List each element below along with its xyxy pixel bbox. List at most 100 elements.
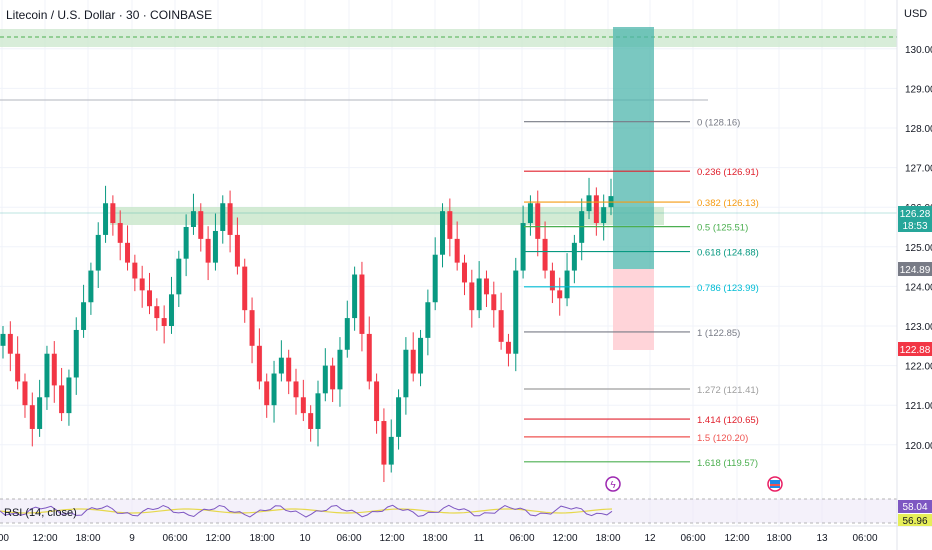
candle-body — [7, 333, 13, 354]
level-badge-b: 122.88 — [898, 342, 932, 356]
candlestick-series — [0, 177, 614, 483]
current-price-label: 126.28 — [900, 209, 931, 220]
candle-body — [359, 274, 365, 334]
candle-body — [476, 278, 482, 311]
time-tick-label: 10 — [299, 533, 311, 544]
candle-body — [557, 290, 563, 299]
candle-body — [264, 381, 270, 406]
candle-body — [103, 203, 109, 235]
candle-body — [271, 373, 277, 406]
time-tick-label: 06:00 — [336, 533, 361, 544]
candle-body — [176, 258, 182, 295]
symbol-title[interactable]: Litecoin / U.S. Dollar · 30 · COINBASE — [6, 8, 213, 22]
currency-label[interactable]: USD — [904, 8, 928, 20]
candle-body — [535, 203, 541, 239]
candle-body — [527, 203, 533, 224]
svg-text:122.88: 122.88 — [900, 345, 931, 356]
fib-level-label: 0.236 (126.91) — [697, 167, 759, 178]
candle-body — [440, 211, 446, 255]
candle-body — [95, 234, 101, 271]
time-tick-label: 06:00 — [680, 533, 705, 544]
candle-body — [513, 270, 519, 354]
time-tick-label: 06:00 — [162, 533, 187, 544]
candle-body — [242, 266, 248, 311]
fib-retracement[interactable]: 0 (128.16) 0.236 (126.91) 0.382 (126.13) 0.… — [524, 118, 759, 469]
candle-body — [322, 365, 328, 394]
candle-body — [330, 365, 336, 390]
candle-body — [396, 397, 402, 437]
candle-body — [227, 203, 233, 235]
candle-body — [300, 397, 306, 414]
candle-body — [183, 227, 189, 259]
candle-body — [454, 238, 460, 263]
fib-level-label: 1.414 (120.65) — [697, 415, 759, 426]
time-tick-label: 13 — [816, 533, 828, 544]
candle-body — [601, 207, 607, 224]
candle-body — [88, 270, 94, 303]
candle-body — [483, 278, 489, 295]
candle-body — [461, 262, 467, 283]
long-position-target — [613, 27, 654, 269]
candle-body — [81, 302, 87, 330]
candle-body — [256, 345, 262, 382]
svg-text:124.89: 124.89 — [900, 265, 931, 276]
rsi-indicator-label[interactable]: RSI (14, close) — [4, 507, 77, 519]
candle-body — [139, 278, 145, 291]
time-tick-label: 18:00 — [422, 533, 447, 544]
candle-body — [549, 270, 555, 291]
time-tick-label: 18:00 — [595, 533, 620, 544]
us-flag-event-icon[interactable] — [767, 476, 783, 492]
candle-body — [308, 413, 314, 429]
candle-body — [125, 242, 131, 263]
fib-level-label: 1 (122.85) — [697, 328, 740, 339]
candle-body — [505, 341, 511, 354]
rsi-line — [0, 504, 613, 518]
svg-text:ϟ: ϟ — [610, 480, 616, 491]
candle-body — [432, 254, 438, 303]
time-axis[interactable]: :00 12:00 18:00 9 06:00 12:00 18:00 10 06:00 12:0… — [0, 533, 878, 544]
resistance-zone-top — [0, 29, 897, 47]
current-price-badge: 126.28 18:53 — [898, 206, 932, 232]
chart-grid — [0, 0, 897, 526]
candle-body — [418, 337, 424, 374]
level-badge-a: 124.89 — [898, 262, 932, 276]
candle-body — [249, 310, 255, 346]
price-tick-label: 128.00 — [905, 124, 932, 135]
candle-body — [51, 353, 57, 386]
fib-level-label: 1.618 (119.57) — [697, 458, 758, 469]
price-tick-label: 120.00 — [905, 441, 932, 452]
price-tick-label: 125.00 — [905, 243, 932, 254]
countdown-label: 18:53 — [902, 221, 927, 232]
candle-body — [337, 349, 343, 390]
rsi-ma-badge: 56.96 — [898, 514, 932, 527]
lightning-event-icon[interactable]: ϟ — [605, 476, 621, 492]
fib-level-label: 0.5 (125.51) — [697, 223, 748, 234]
candle-body — [491, 294, 497, 311]
candle-body — [469, 282, 475, 311]
svg-text:58.04: 58.04 — [902, 502, 927, 513]
candle-body — [293, 381, 299, 398]
time-tick-label: 12 — [644, 533, 656, 544]
fib-level-label: 0.618 (124.88) — [697, 248, 759, 259]
candle-body — [205, 238, 211, 263]
candle-body — [0, 333, 6, 346]
candle-body — [73, 329, 79, 378]
time-tick-label: 18:00 — [766, 533, 791, 544]
time-tick-label: 12:00 — [205, 533, 230, 544]
candle-body — [29, 405, 35, 429]
candle-body — [564, 270, 570, 299]
price-tick-label: 123.00 — [905, 322, 932, 333]
time-tick-label: 18:00 — [249, 533, 274, 544]
candle-body — [59, 385, 65, 414]
price-axis[interactable]: 130.00129.00128.00127.00126.00125.00124.… — [905, 45, 932, 452]
svg-text:56.96: 56.96 — [902, 516, 927, 527]
time-tick-label: 06:00 — [852, 533, 877, 544]
candle-body — [586, 195, 592, 212]
candle-body — [220, 203, 226, 231]
candle-body — [403, 349, 409, 398]
candle-body — [520, 223, 526, 271]
candle-body — [286, 357, 292, 382]
rsi-ma-line — [0, 508, 613, 514]
time-tick-label: 9 — [129, 533, 135, 544]
